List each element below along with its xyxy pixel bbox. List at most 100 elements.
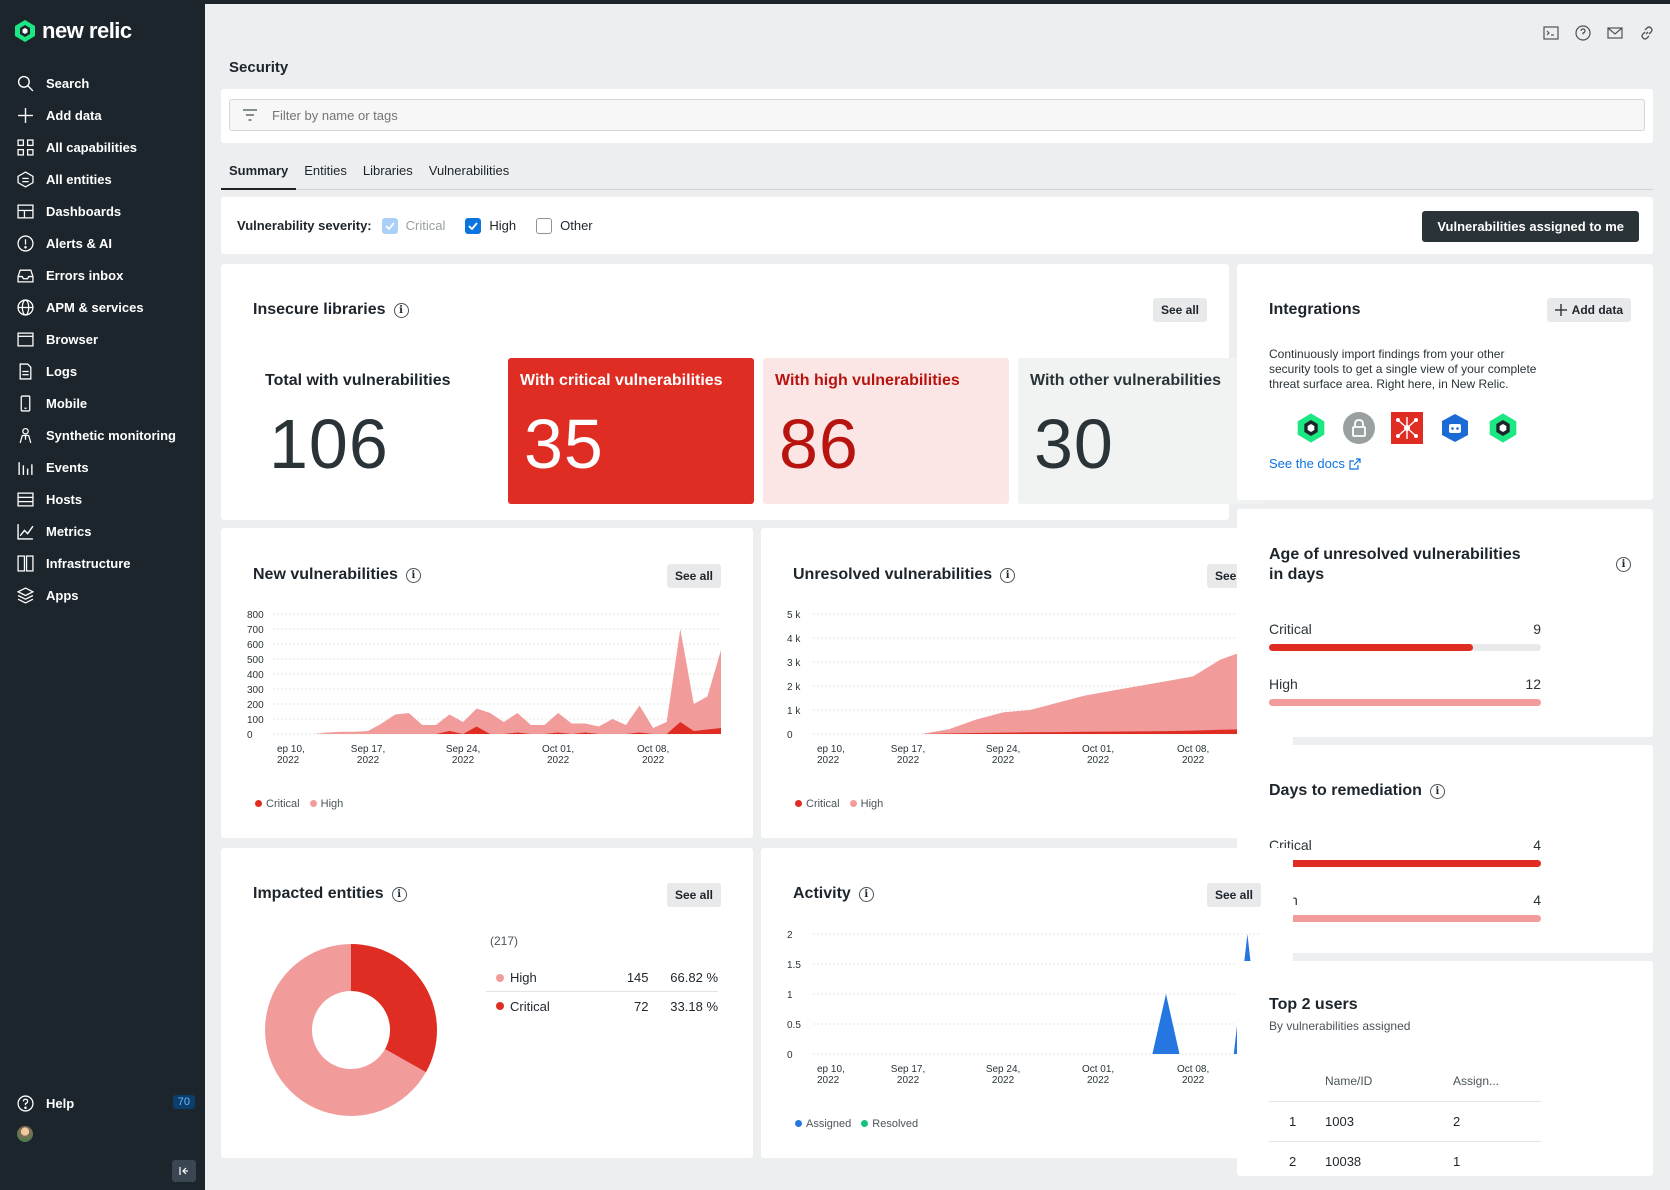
sidebar-item-dashboards[interactable]: Dashboards: [0, 195, 205, 227]
severity-other-checkbox[interactable]: Other: [536, 217, 593, 234]
x-tick-label: 2022: [1182, 1075, 1205, 1086]
link-icon[interactable]: [1636, 22, 1658, 44]
plus-icon: [1554, 304, 1567, 316]
stat-other[interactable]: With other vulnerabilities 30: [1018, 358, 1264, 504]
sidebar-item-label: Search: [46, 75, 90, 91]
bar-track: [1269, 860, 1541, 867]
search-icon: [17, 75, 34, 91]
sidebar-item-hosts[interactable]: Hosts: [0, 483, 205, 515]
info-icon[interactable]: i: [393, 302, 409, 318]
high-dot: [496, 973, 504, 982]
tab-entities[interactable]: Entities: [304, 163, 347, 178]
see-all-button[interactable]: See all: [666, 564, 721, 588]
impacted-entities-table: (217) High 145 66.82 % Critical 72 33.18…: [486, 930, 718, 1020]
series-critical-area[interactable]: [273, 722, 721, 734]
filter-bar[interactable]: [229, 99, 1645, 131]
y-tick-label: 700: [247, 625, 264, 636]
sidebar-item-all-entities[interactable]: All entities: [0, 163, 205, 195]
tab-vulnerabilities[interactable]: Vulnerabilities: [428, 163, 510, 178]
sidebar-item-browser[interactable]: Browser: [0, 323, 205, 355]
table-row[interactable]: 1 1003 2: [1269, 1101, 1541, 1141]
sidebar-item-all-capabilities[interactable]: All capabilities: [0, 131, 205, 163]
sidebar-item-metrics[interactable]: Metrics: [0, 515, 205, 547]
y-tick-label: 300: [247, 685, 264, 696]
entities-icon: [17, 170, 34, 188]
info-icon[interactable]: i: [391, 886, 407, 902]
card-title: Unresolved vulnerabilities: [793, 566, 993, 583]
collapse-sidebar-button[interactable]: [172, 1160, 196, 1182]
terminal-icon[interactable]: [1540, 22, 1562, 44]
sidebar-item-errors-inbox[interactable]: Errors inbox: [0, 259, 205, 291]
x-tick-label: Oct 08,: [637, 744, 669, 755]
donut-slice-critical[interactable]: [351, 944, 437, 1073]
info-icon[interactable]: i: [858, 886, 874, 902]
grid-icon: [17, 138, 34, 156]
sidebar-item-help[interactable]: Help 70: [0, 1088, 205, 1118]
info-icon[interactable]: i: [1000, 567, 1016, 583]
info-icon[interactable]: i: [1616, 557, 1631, 572]
see-all-button[interactable]: See all: [1206, 883, 1261, 907]
sidebar-item-logs[interactable]: Logs: [0, 355, 205, 387]
series-critical-area[interactable]: [813, 727, 1261, 734]
see-all-button[interactable]: See all: [666, 883, 721, 907]
sidebar-item-synthetic[interactable]: Synthetic monitoring: [0, 419, 205, 451]
new-relic-logo[interactable]: new relic: [14, 18, 132, 44]
lock-icon[interactable]: [1343, 412, 1375, 444]
add-data-button[interactable]: Add data: [1546, 298, 1631, 322]
inbox-icon: [17, 269, 34, 283]
legend-item[interactable]: Resolved: [861, 1118, 918, 1130]
sidebar-item-search[interactable]: Search: [0, 67, 205, 99]
vulnerabilities-assigned-button[interactable]: Vulnerabilities assigned to me: [1422, 211, 1639, 242]
help-icon[interactable]: [1572, 22, 1594, 44]
info-icon[interactable]: i: [1429, 783, 1445, 799]
x-tick-label: ep 10,: [817, 1064, 845, 1075]
series-high-area[interactable]: [273, 629, 721, 734]
severity-filter-bar: Vulnerability severity: Critical High Ot…: [221, 197, 1653, 254]
filter-input[interactable]: [272, 107, 1572, 123]
stat-total[interactable]: Total with vulnerabilities 106: [253, 358, 499, 504]
legend-item[interactable]: Critical: [795, 798, 840, 810]
x-tick-label: 2022: [1087, 1075, 1110, 1086]
new-relic-logo-icon[interactable]: [1487, 412, 1519, 444]
sidebar-item-infrastructure[interactable]: Infrastructure: [0, 547, 205, 579]
severity-high-checkbox[interactable]: High: [465, 217, 516, 234]
remediation-bar-high: High 4: [1269, 892, 1541, 922]
column-header-assigned[interactable]: Assign...: [1453, 1074, 1500, 1088]
see-all-button[interactable]: See all: [1152, 298, 1207, 322]
snyk-network-icon[interactable]: [1391, 412, 1423, 444]
mail-icon[interactable]: [1604, 22, 1626, 44]
sidebar-item-events[interactable]: Events: [0, 451, 205, 483]
bar-fill: [1269, 915, 1541, 922]
sidebar-item-alerts[interactable]: Alerts & AI: [0, 227, 205, 259]
legend-item[interactable]: Assigned: [795, 1118, 851, 1130]
tab-libraries[interactable]: Libraries: [362, 163, 413, 178]
new-relic-logo-icon[interactable]: [1295, 412, 1327, 444]
sidebar-item-apm[interactable]: APM & services: [0, 291, 205, 323]
x-tick-label: 2022: [897, 755, 920, 766]
legend-item[interactable]: High: [849, 798, 883, 810]
sidebar-item-apps[interactable]: Apps: [0, 579, 205, 611]
column-header-name[interactable]: Name/ID: [1325, 1074, 1373, 1088]
see-the-docs-link[interactable]: See the docs: [1269, 456, 1361, 471]
topbar-actions: [1540, 22, 1658, 44]
stat-high[interactable]: With high vulnerabilities 86: [763, 358, 1009, 504]
tab-summary[interactable]: Summary: [221, 157, 297, 190]
table-row[interactable]: 2 10038 1: [1269, 1141, 1541, 1181]
legend-item[interactable]: Critical: [255, 798, 300, 810]
avatar[interactable]: [17, 1126, 33, 1142]
table-row[interactable]: High 145 66.82 %: [486, 964, 718, 992]
info-icon[interactable]: i: [405, 567, 421, 583]
x-tick-label: Sep 24,: [446, 744, 480, 755]
table-row[interactable]: Critical 72 33.18 %: [486, 992, 718, 1020]
donut-slice-high[interactable]: [265, 944, 426, 1116]
sidebar-item-add-data[interactable]: Add data: [0, 99, 205, 131]
x-tick-label: 2022: [817, 755, 840, 766]
stat-value: 30: [1034, 405, 1114, 483]
stat-critical[interactable]: With critical vulnerabilities 35: [508, 358, 754, 504]
sidebar-item-mobile[interactable]: Mobile: [0, 387, 205, 419]
severity-critical-checkbox[interactable]: Critical: [381, 217, 445, 234]
bot-icon[interactable]: [1439, 412, 1471, 444]
series-high-area[interactable]: [813, 633, 1261, 734]
legend-item[interactable]: High: [309, 798, 343, 810]
